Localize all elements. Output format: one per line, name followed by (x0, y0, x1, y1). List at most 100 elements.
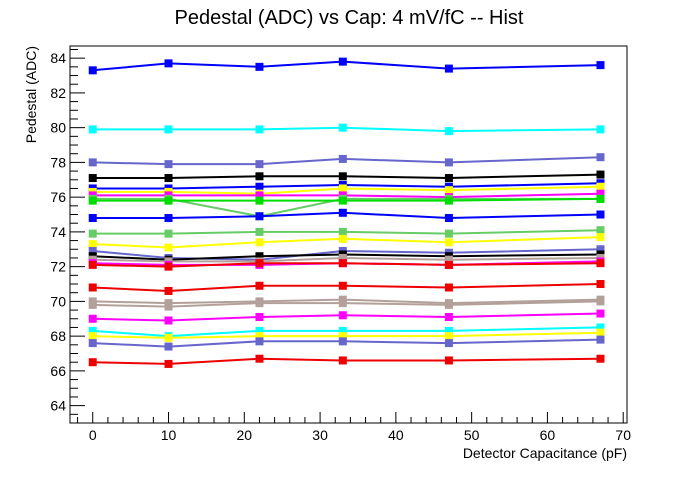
data-point (88, 158, 97, 167)
data-point (596, 323, 605, 332)
data-point (164, 286, 173, 295)
series-line (92, 60, 601, 72)
data-point (255, 125, 264, 134)
data-point (444, 213, 453, 222)
data-point (255, 337, 264, 346)
data-point (88, 260, 97, 269)
data-point (255, 160, 264, 169)
data-point (164, 125, 173, 134)
data-point (164, 174, 173, 183)
y-tick-label: 78 (50, 154, 66, 170)
data-point (444, 339, 453, 348)
data-point (338, 227, 347, 236)
series-line (92, 126, 601, 133)
y-tick-label: 82 (50, 85, 66, 101)
data-point (338, 234, 347, 243)
y-tick-label: 64 (50, 398, 66, 414)
data-point (338, 184, 347, 193)
data-point (88, 283, 97, 292)
series-line (92, 298, 601, 305)
series-1 (88, 57, 605, 75)
data-point (596, 61, 605, 70)
data-point (338, 172, 347, 181)
series-line (92, 173, 601, 180)
data-point (164, 302, 173, 311)
series-line (92, 262, 601, 268)
y-tick-label: 72 (50, 259, 66, 275)
series-line (92, 357, 601, 365)
series-line (92, 236, 601, 249)
data-point (596, 182, 605, 191)
data-point (596, 125, 605, 134)
data-point (444, 174, 453, 183)
data-point (88, 125, 97, 134)
y-tick-label: 70 (50, 293, 66, 309)
chart-title: Pedestal (ADC) vs Cap: 4 mV/fC -- Hist (175, 7, 524, 29)
data-point (338, 332, 347, 341)
x-tick-label: 10 (161, 427, 177, 443)
data-point (164, 229, 173, 238)
data-point (88, 300, 97, 309)
axes: 0 10 20 30 40 50 60 70 64 66 68 70 72 74 76 78 80 82 84 (50, 45, 631, 443)
data-point (88, 174, 97, 183)
data-point (338, 356, 347, 365)
series-layer (88, 57, 605, 368)
data-point (338, 311, 347, 320)
series-line (92, 185, 601, 195)
data-point (164, 196, 173, 205)
data-point (596, 194, 605, 203)
series-line (92, 197, 601, 218)
data-point (338, 337, 347, 346)
data-point (88, 66, 97, 75)
data-point (255, 191, 264, 200)
series-3 (88, 153, 605, 169)
data-point (88, 247, 97, 256)
series-line (92, 312, 601, 322)
x-tick-label: 50 (464, 427, 480, 443)
y-axis-label: Pedestal (ADC) (23, 46, 39, 143)
data-point (596, 153, 605, 162)
data-point (338, 259, 347, 268)
data-point (444, 313, 453, 322)
data-point (88, 332, 97, 341)
data-point (338, 154, 347, 163)
series-23 (88, 328, 605, 342)
x-axis-label: Detector Capacitance (pF) (463, 445, 627, 461)
series-line (92, 300, 601, 308)
data-point (444, 186, 453, 195)
series-line (92, 211, 601, 220)
data-point (338, 299, 347, 308)
series-line (92, 229, 601, 235)
x-tick-label: 70 (615, 427, 631, 443)
data-point (164, 316, 173, 325)
data-point (596, 170, 605, 179)
data-point (164, 59, 173, 68)
data-point (338, 57, 347, 66)
plot-frame (69, 45, 628, 424)
data-point (444, 158, 453, 167)
y-tick-label: 80 (50, 120, 66, 136)
x-tick-label: 0 (89, 427, 97, 443)
data-point (338, 253, 347, 262)
series-line (92, 156, 601, 166)
data-point (338, 196, 347, 205)
series-25 (88, 354, 605, 368)
data-point (255, 281, 264, 290)
data-point (88, 229, 97, 238)
series-line (92, 331, 601, 339)
data-point (444, 356, 453, 365)
data-point (596, 210, 605, 219)
data-point (444, 283, 453, 292)
data-point (255, 172, 264, 181)
series-9 (88, 194, 605, 205)
data-point (88, 314, 97, 323)
data-point (255, 212, 264, 221)
data-point (255, 332, 264, 341)
data-point (444, 260, 453, 269)
data-point (596, 328, 605, 337)
data-point (596, 226, 605, 235)
y-tick-label: 76 (50, 189, 66, 205)
series-20 (88, 297, 605, 311)
series-line (92, 192, 601, 199)
